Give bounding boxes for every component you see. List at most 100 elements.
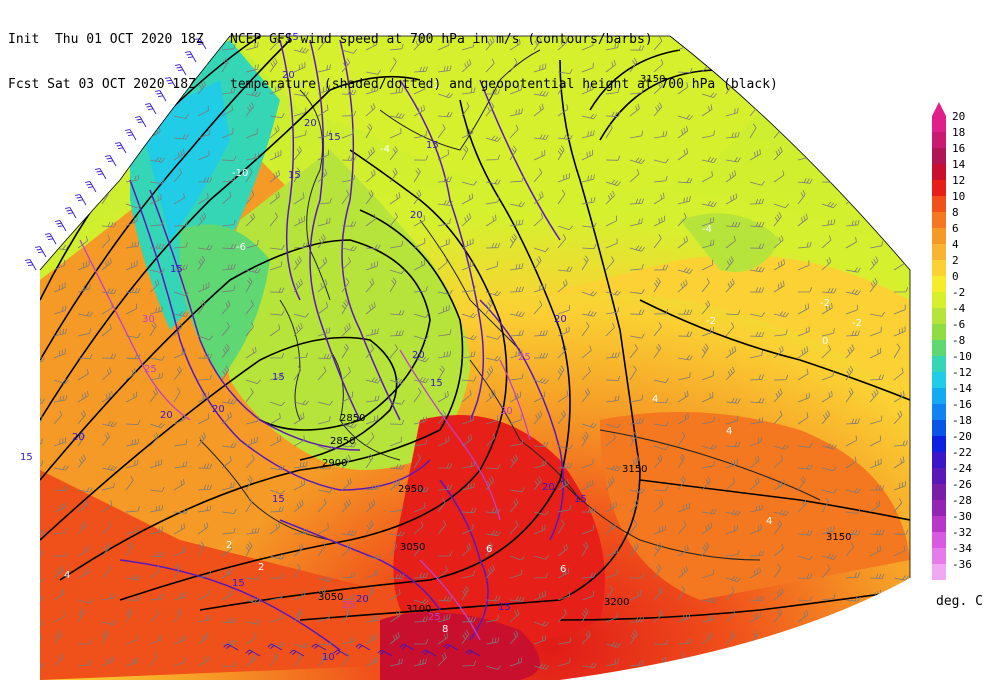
wind-barb	[893, 37, 904, 51]
wind-barb	[269, 57, 278, 73]
wind-barb	[869, 149, 881, 161]
wind-barb	[509, 330, 524, 337]
wind-barb	[437, 520, 447, 535]
wind-barb	[149, 634, 162, 645]
wind-barb	[701, 259, 714, 271]
wind-barb	[461, 285, 476, 293]
wind-barb	[485, 476, 495, 491]
legend-swatch	[932, 356, 946, 372]
wind-barb	[581, 290, 597, 297]
wind-barb	[461, 351, 476, 359]
wind-barb	[149, 219, 164, 227]
wind-barb	[581, 255, 589, 271]
wind-barb	[173, 366, 182, 381]
wind-barb	[269, 464, 285, 471]
wind-barb	[245, 497, 253, 513]
wind-barb	[893, 304, 906, 315]
wind-barb	[605, 87, 620, 95]
wind-barb	[605, 59, 616, 73]
wind-barb	[101, 592, 116, 601]
legend-label: 14	[952, 158, 966, 171]
wind-barb	[365, 615, 380, 623]
wind-barb	[293, 242, 308, 249]
height-label: 2850	[330, 436, 355, 447]
wind-barb	[317, 233, 326, 249]
wind-barb	[245, 454, 255, 469]
wind-barb	[725, 397, 741, 404]
wind-barb	[365, 85, 379, 95]
wind-barb	[341, 608, 351, 623]
wind-barb	[341, 155, 357, 161]
wind-barb	[557, 365, 565, 381]
wind-barb	[245, 416, 259, 425]
wind-barb	[149, 178, 165, 184]
wind-barb	[413, 313, 429, 318]
wind-barb	[581, 130, 595, 139]
wind-barb	[773, 444, 789, 450]
wind-barb	[269, 113, 285, 119]
legend-swatch	[932, 340, 946, 356]
wind-barb	[125, 419, 141, 425]
wind-barb	[245, 267, 261, 274]
wind-barb	[677, 565, 688, 579]
wind-barb	[413, 616, 428, 623]
wind-barb	[845, 289, 861, 296]
wind-barb	[317, 84, 330, 95]
wind-barb	[749, 436, 762, 447]
wind-barb	[269, 353, 285, 359]
legend-label: -22	[952, 446, 972, 459]
wind-barb	[845, 267, 861, 273]
wind-barb	[40, 550, 44, 557]
wind-barb	[389, 146, 398, 161]
wind-barb	[341, 572, 356, 579]
wind-barb	[293, 278, 303, 293]
wind-barb	[269, 506, 284, 513]
wind-barb	[629, 264, 644, 271]
wind-barb	[149, 422, 165, 429]
wind-barb	[773, 235, 784, 249]
wind-barb	[293, 499, 304, 513]
wind-barb	[557, 69, 573, 74]
wind-barb	[53, 174, 68, 183]
wind-barb	[845, 456, 857, 469]
wind-barb	[725, 575, 741, 583]
wind-barb	[245, 436, 258, 447]
wind-barb	[317, 301, 329, 315]
header-description-2: temperature (shaded/dotted) and geopoten…	[230, 77, 778, 92]
wind-barb	[605, 464, 621, 472]
wind-barb	[365, 499, 376, 513]
wind-barb	[197, 212, 207, 227]
wind-barb	[605, 585, 614, 601]
domain-border	[39, 35, 911, 578]
wind-barb	[533, 554, 549, 560]
wind-barb	[725, 256, 734, 271]
wind-barb	[869, 256, 879, 271]
wind-barb	[365, 519, 374, 535]
wind-barb	[77, 499, 88, 513]
wind-barb	[821, 657, 835, 667]
wind-barb	[30, 301, 38, 314]
wind-barb	[821, 466, 837, 472]
wind-barb	[341, 49, 357, 54]
wind-barb	[725, 156, 741, 163]
wind-barb	[437, 123, 446, 139]
wind-barb	[461, 629, 470, 645]
wind-barb	[245, 300, 254, 315]
wind-barb	[341, 442, 357, 448]
legend-label: -30	[952, 510, 972, 523]
wind-barb	[461, 213, 472, 227]
wind-barb	[557, 79, 566, 95]
legend-label: -2	[952, 286, 965, 299]
wind-barb	[197, 374, 212, 381]
wind-barb	[341, 421, 357, 429]
height-label: 3050	[318, 592, 343, 603]
wind-barb	[821, 344, 831, 359]
wind-barb	[413, 215, 425, 227]
wind-barb	[893, 545, 906, 557]
wind-barb	[221, 442, 237, 448]
wind-barb	[461, 87, 476, 95]
wind-barb	[581, 84, 594, 95]
wind-barb	[533, 391, 546, 403]
wind-barb	[77, 368, 89, 381]
wind-barb	[701, 541, 710, 557]
